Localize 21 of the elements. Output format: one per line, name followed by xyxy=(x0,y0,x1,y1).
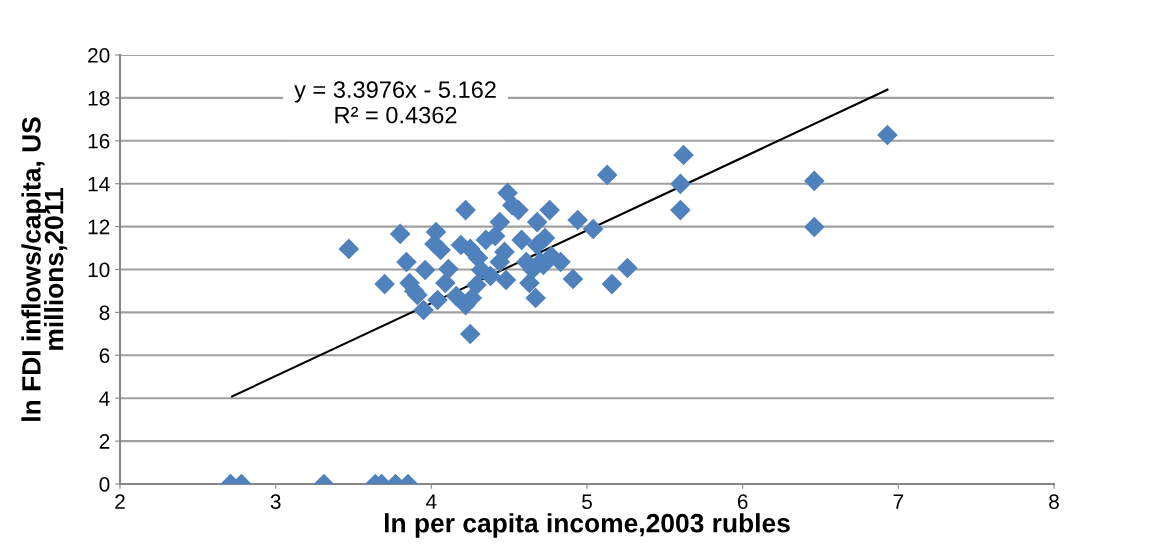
y-tick-label: 20 xyxy=(88,48,110,63)
y-tick-label: 8 xyxy=(99,305,110,321)
y-tick-label: 4 xyxy=(99,391,110,406)
y-tick-label: 14 xyxy=(88,176,110,192)
annotation: y = 3.3976x - 5.162 R² = 0.4362 xyxy=(294,81,496,124)
x-tick-label: 6 xyxy=(737,494,748,510)
y-tick-label: 10 xyxy=(88,262,110,278)
x-tick-label: 5 xyxy=(582,494,592,510)
x-axis-title: ln per capita income,2003 rubles xyxy=(385,513,790,538)
x-tick-label: 8 xyxy=(1049,494,1059,510)
y-tick-label: 16 xyxy=(88,133,110,149)
x-tick-label: 4 xyxy=(426,494,437,509)
y-tick-label: 2 xyxy=(99,434,110,449)
y-tick-label: 12 xyxy=(88,219,110,235)
y-tick-label: 18 xyxy=(88,90,110,106)
x-tick-label: 7 xyxy=(893,494,904,509)
y-axis-title: ln FDI inflows/capita, US millions,2011 xyxy=(21,117,68,421)
y-tick-label: 0 xyxy=(99,477,110,492)
y-tick-label: 6 xyxy=(99,348,110,364)
x-tick-label: 3 xyxy=(270,494,281,510)
x-tick-label: 2 xyxy=(115,494,125,509)
